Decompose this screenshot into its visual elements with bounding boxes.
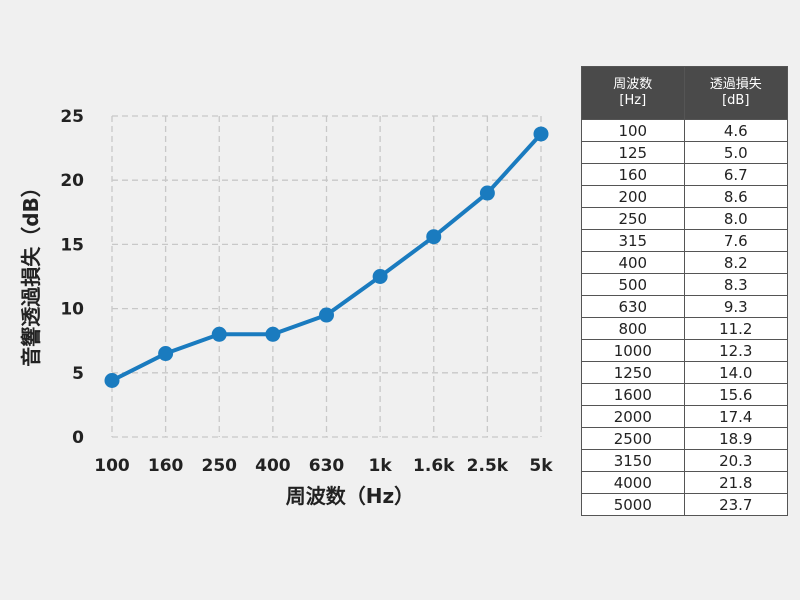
table-row: 630 9.3 bbox=[581, 295, 789, 318]
data-point bbox=[479, 185, 495, 201]
transmission-loss-cell: 9.3 bbox=[683, 295, 789, 318]
y-axis-ticks: 0 5 10 15 20 25 bbox=[60, 107, 84, 448]
frequency-cell: 200 bbox=[581, 185, 685, 208]
table-row: 4000 21.8 bbox=[581, 471, 789, 494]
table-row: 1000 12.3 bbox=[581, 339, 789, 362]
y-tick-label: 5 bbox=[72, 364, 84, 384]
table-row: 315 7.6 bbox=[581, 229, 789, 252]
data-point bbox=[158, 346, 174, 362]
x-tick-label: 1k bbox=[369, 456, 393, 476]
table-row: 3150 20.3 bbox=[581, 449, 789, 472]
x-tick-label: 1.6k bbox=[413, 456, 455, 476]
transmission-loss-cell: 14.0 bbox=[683, 361, 789, 384]
transmission-loss-cell: 8.0 bbox=[683, 207, 789, 230]
y-axis-label: 音響透過損失（dB） bbox=[19, 177, 43, 367]
table-header-unit: [dB] bbox=[722, 93, 750, 108]
table-row: 1250 14.0 bbox=[581, 361, 789, 384]
frequency-cell: 4000 bbox=[581, 471, 685, 494]
transmission-loss-cell: 5.0 bbox=[683, 141, 789, 164]
table-header-unit: [Hz] bbox=[619, 93, 647, 108]
transmission-loss-cell: 8.6 bbox=[683, 185, 789, 208]
transmission-loss-cell: 7.6 bbox=[683, 229, 789, 252]
frequency-cell: 2000 bbox=[581, 405, 685, 428]
table-row: 800 11.2 bbox=[581, 317, 789, 340]
frequency-cell: 800 bbox=[581, 317, 685, 340]
data-point bbox=[319, 307, 334, 323]
table-header-transmission-loss: 透過損失 [dB] bbox=[683, 66, 789, 120]
x-tick-label: 250 bbox=[202, 456, 238, 476]
x-axis-ticks: 100 160 250 400 630 1k 1.6k 2.5k 5k bbox=[94, 456, 553, 476]
frequency-cell: 100 bbox=[581, 119, 685, 142]
transmission-loss-cell: 8.2 bbox=[683, 251, 789, 274]
y-tick-label: 0 bbox=[72, 428, 84, 448]
x-tick-label: 5k bbox=[529, 456, 553, 476]
transmission-loss-cell: 20.3 bbox=[683, 449, 789, 472]
table-row: 200 8.6 bbox=[581, 185, 789, 208]
series-points bbox=[104, 126, 549, 389]
transmission-loss-cell: 21.8 bbox=[683, 471, 789, 494]
table-row: 160 6.7 bbox=[581, 163, 789, 186]
table-row: 500 8.3 bbox=[581, 273, 789, 296]
transmission-loss-cell: 11.2 bbox=[683, 317, 789, 340]
data-point bbox=[104, 373, 120, 389]
transmission-loss-cell: 17.4 bbox=[683, 405, 789, 428]
data-point bbox=[372, 269, 388, 284]
grid bbox=[111, 115, 542, 438]
y-tick-label: 10 bbox=[60, 300, 84, 320]
frequency-cell: 5000 bbox=[581, 493, 685, 516]
table-header-label: 透過損失 bbox=[709, 77, 762, 92]
transmission-loss-cell: 23.7 bbox=[683, 493, 789, 516]
transmission-loss-cell: 8.3 bbox=[683, 273, 789, 296]
frequency-cell: 160 bbox=[581, 163, 685, 186]
frequency-cell: 3150 bbox=[581, 449, 685, 472]
line-chart: 0 5 10 15 20 25 100 160 250 400 630 1k 1.6k 2.5k 5k 周… bbox=[19, 107, 553, 508]
x-tick-label: 100 bbox=[94, 456, 130, 476]
data-table: 周波数 [Hz] 透過損失 [dB] 100 4.6 125 5.0 160 6.7 200… bbox=[581, 66, 789, 516]
table-header-row: 周波数 [Hz] 透過損失 [dB] bbox=[581, 66, 789, 120]
transmission-loss-cell: 12.3 bbox=[683, 339, 789, 362]
frequency-cell: 1600 bbox=[581, 383, 685, 406]
frequency-cell: 1000 bbox=[581, 339, 685, 362]
data-point bbox=[533, 126, 549, 142]
x-tick-label: 160 bbox=[148, 456, 184, 476]
data-point bbox=[265, 326, 281, 342]
x-tick-label: 2.5k bbox=[467, 456, 509, 476]
x-tick-label: 630 bbox=[309, 456, 345, 476]
table-row: 100 4.6 bbox=[581, 119, 789, 142]
frequency-cell: 630 bbox=[581, 295, 685, 318]
transmission-loss-cell: 15.6 bbox=[683, 383, 789, 406]
transmission-loss-cell: 6.7 bbox=[683, 163, 789, 186]
frequency-cell: 250 bbox=[581, 207, 685, 230]
transmission-loss-cell: 18.9 bbox=[683, 427, 789, 450]
data-point bbox=[211, 326, 227, 342]
frequency-cell: 500 bbox=[581, 273, 685, 296]
table-header-frequency: 周波数 [Hz] bbox=[581, 66, 685, 120]
table-row: 2000 17.4 bbox=[581, 405, 789, 428]
frequency-cell: 315 bbox=[581, 229, 685, 252]
x-axis-label: 周波数（Hz） bbox=[286, 484, 414, 508]
table-body: 100 4.6 125 5.0 160 6.7 200 8.6 250 8.0 315 7.6 400 8… bbox=[581, 119, 789, 516]
y-tick-label: 25 bbox=[60, 107, 84, 127]
x-tick-label: 400 bbox=[255, 456, 291, 476]
frequency-cell: 125 bbox=[581, 141, 685, 164]
y-tick-label: 15 bbox=[60, 235, 84, 255]
table-row: 1600 15.6 bbox=[581, 383, 789, 406]
table-row: 400 8.2 bbox=[581, 251, 789, 274]
frequency-cell: 2500 bbox=[581, 427, 685, 450]
table-header-label: 周波数 bbox=[613, 77, 653, 92]
y-tick-label: 20 bbox=[60, 171, 84, 191]
transmission-loss-cell: 4.6 bbox=[683, 119, 789, 142]
frequency-cell: 400 bbox=[581, 251, 685, 274]
data-point bbox=[426, 229, 442, 245]
table-row: 5000 23.7 bbox=[581, 493, 789, 516]
table-row: 250 8.0 bbox=[581, 207, 789, 230]
table-row: 125 5.0 bbox=[581, 141, 789, 164]
frequency-cell: 1250 bbox=[581, 361, 685, 384]
table-row: 2500 18.9 bbox=[581, 427, 789, 450]
